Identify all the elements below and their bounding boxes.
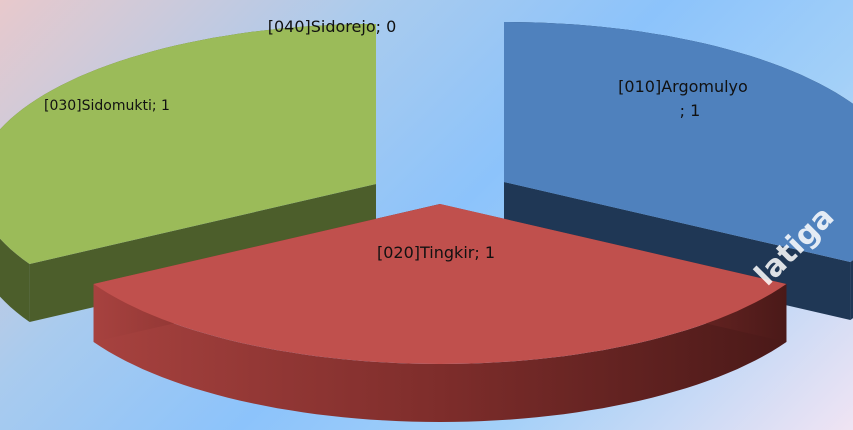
label-sidorejo: [040]Sidorejo; 0 (268, 17, 397, 36)
label-argomulyo-line2: ; 1 (680, 101, 701, 120)
pie-slice-top-3 (0, 24, 376, 264)
pie-slice-top-1 (504, 22, 853, 262)
pie-slice-side-2 (93, 284, 787, 422)
label-tingkir: [020]Tingkir; 1 (377, 243, 495, 262)
pie-slice-2 (93, 204, 787, 422)
label-argomulyo-line1: [010]Argomulyo (618, 77, 748, 96)
pie-slice-top-2 (93, 204, 787, 364)
label-sidomukti: [030]Sidomukti; 1 (44, 98, 170, 114)
